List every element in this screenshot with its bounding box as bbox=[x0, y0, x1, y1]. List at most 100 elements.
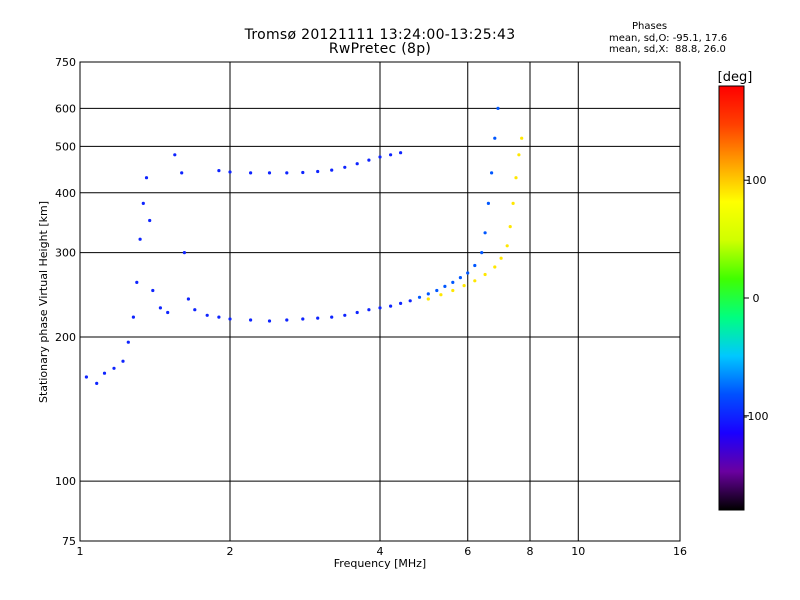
data-point bbox=[426, 292, 430, 296]
data-point bbox=[443, 284, 447, 288]
data-point bbox=[141, 201, 145, 205]
plot-frame bbox=[79, 61, 681, 542]
data-point bbox=[84, 375, 88, 379]
data-point bbox=[285, 318, 289, 322]
data-point bbox=[486, 201, 490, 205]
colorbar bbox=[718, 85, 745, 511]
data-point bbox=[249, 171, 253, 175]
data-point bbox=[505, 244, 509, 248]
data-point bbox=[514, 176, 518, 180]
phases-heading: Phases bbox=[632, 21, 668, 32]
data-point bbox=[451, 280, 455, 284]
data-point bbox=[330, 168, 334, 172]
data-point bbox=[511, 201, 515, 205]
data-point bbox=[399, 151, 403, 155]
x-tick-label: 8 bbox=[527, 545, 534, 558]
data-point bbox=[451, 288, 455, 293]
data-point bbox=[343, 313, 347, 317]
data-points bbox=[84, 106, 524, 385]
data-point bbox=[135, 280, 139, 284]
colorbar-tick-label: -100 bbox=[744, 410, 769, 423]
data-point bbox=[285, 171, 289, 175]
data-point bbox=[367, 158, 371, 162]
y-tick-label: 400 bbox=[55, 187, 76, 200]
data-point bbox=[166, 310, 170, 315]
phase-x-mode-stats: mean, sd,X: 88.8, 26.0 bbox=[609, 44, 726, 55]
y-tick-label: 600 bbox=[55, 102, 76, 115]
y-tick-label: 750 bbox=[55, 56, 76, 69]
data-point bbox=[462, 284, 466, 288]
data-point bbox=[473, 263, 477, 268]
data-point bbox=[301, 170, 305, 175]
data-point bbox=[144, 176, 149, 180]
data-point bbox=[316, 169, 320, 174]
data-point bbox=[126, 340, 130, 344]
data-point bbox=[399, 301, 403, 305]
data-point bbox=[131, 315, 135, 319]
data-point bbox=[499, 256, 503, 260]
data-point bbox=[355, 310, 359, 315]
data-point bbox=[205, 313, 209, 317]
data-point bbox=[102, 371, 107, 375]
data-point bbox=[138, 237, 142, 241]
data-point bbox=[343, 165, 347, 169]
data-point bbox=[490, 171, 494, 175]
data-point bbox=[473, 279, 477, 283]
colorbar-label: [deg] bbox=[718, 70, 753, 85]
data-point bbox=[228, 317, 232, 321]
x-tick-label: 6 bbox=[464, 545, 471, 558]
data-point bbox=[508, 225, 512, 229]
data-point bbox=[217, 315, 221, 319]
chart-title: Tromsø 20121111 13:24:00-13:25:43 bbox=[244, 27, 516, 43]
y-tick-label: 300 bbox=[55, 247, 76, 260]
data-point bbox=[378, 155, 382, 159]
data-point bbox=[151, 288, 155, 293]
data-point bbox=[493, 136, 497, 140]
data-point bbox=[355, 162, 359, 166]
data-point bbox=[367, 308, 371, 312]
chart-subtitle: RwPretec (8p) bbox=[328, 41, 432, 57]
data-point bbox=[301, 317, 305, 321]
data-point bbox=[316, 316, 320, 320]
grid-lines bbox=[80, 62, 680, 541]
x-tick-label: 2 bbox=[227, 545, 234, 558]
y-tick-label: 500 bbox=[55, 140, 76, 153]
data-point bbox=[426, 297, 430, 301]
x-tick-label: 1 bbox=[77, 545, 84, 558]
data-point bbox=[173, 153, 177, 157]
colorbar-tick-label: 0 bbox=[753, 292, 760, 305]
data-point bbox=[496, 106, 500, 110]
data-point bbox=[483, 231, 487, 235]
y-tick-label: 200 bbox=[55, 331, 76, 344]
y-tick-label: 100 bbox=[55, 475, 76, 488]
data-point bbox=[435, 288, 439, 293]
data-point bbox=[517, 153, 521, 157]
data-point bbox=[408, 299, 412, 303]
colorbar-tick-label: 100 bbox=[746, 174, 767, 187]
x-tick-label: 4 bbox=[377, 545, 384, 558]
x-tick-label: 10 bbox=[571, 545, 585, 558]
data-point bbox=[217, 169, 221, 173]
data-point bbox=[267, 319, 272, 323]
data-point bbox=[95, 381, 99, 385]
x-tick-label: 16 bbox=[673, 545, 687, 558]
data-point bbox=[483, 272, 487, 277]
data-point bbox=[378, 306, 382, 310]
data-point bbox=[417, 295, 422, 299]
axis-ticks: 1 2 4 6 8 10 16 75 100 200 300 400 500 600 750 bbox=[55, 56, 687, 558]
data-point bbox=[389, 153, 393, 157]
colorbar-ticks: 100 0 -100 bbox=[744, 174, 769, 423]
data-point bbox=[148, 218, 152, 223]
y-tick-label: 75 bbox=[62, 535, 76, 548]
data-point bbox=[480, 251, 484, 255]
data-point bbox=[121, 359, 125, 363]
data-point bbox=[267, 171, 272, 175]
data-point bbox=[493, 265, 497, 269]
data-point bbox=[389, 304, 393, 308]
data-point bbox=[249, 318, 253, 322]
y-axis-label: Stationary phase Virtual Height [km] bbox=[37, 201, 50, 403]
data-point bbox=[186, 297, 190, 301]
data-point bbox=[330, 315, 334, 319]
data-point bbox=[182, 251, 186, 255]
